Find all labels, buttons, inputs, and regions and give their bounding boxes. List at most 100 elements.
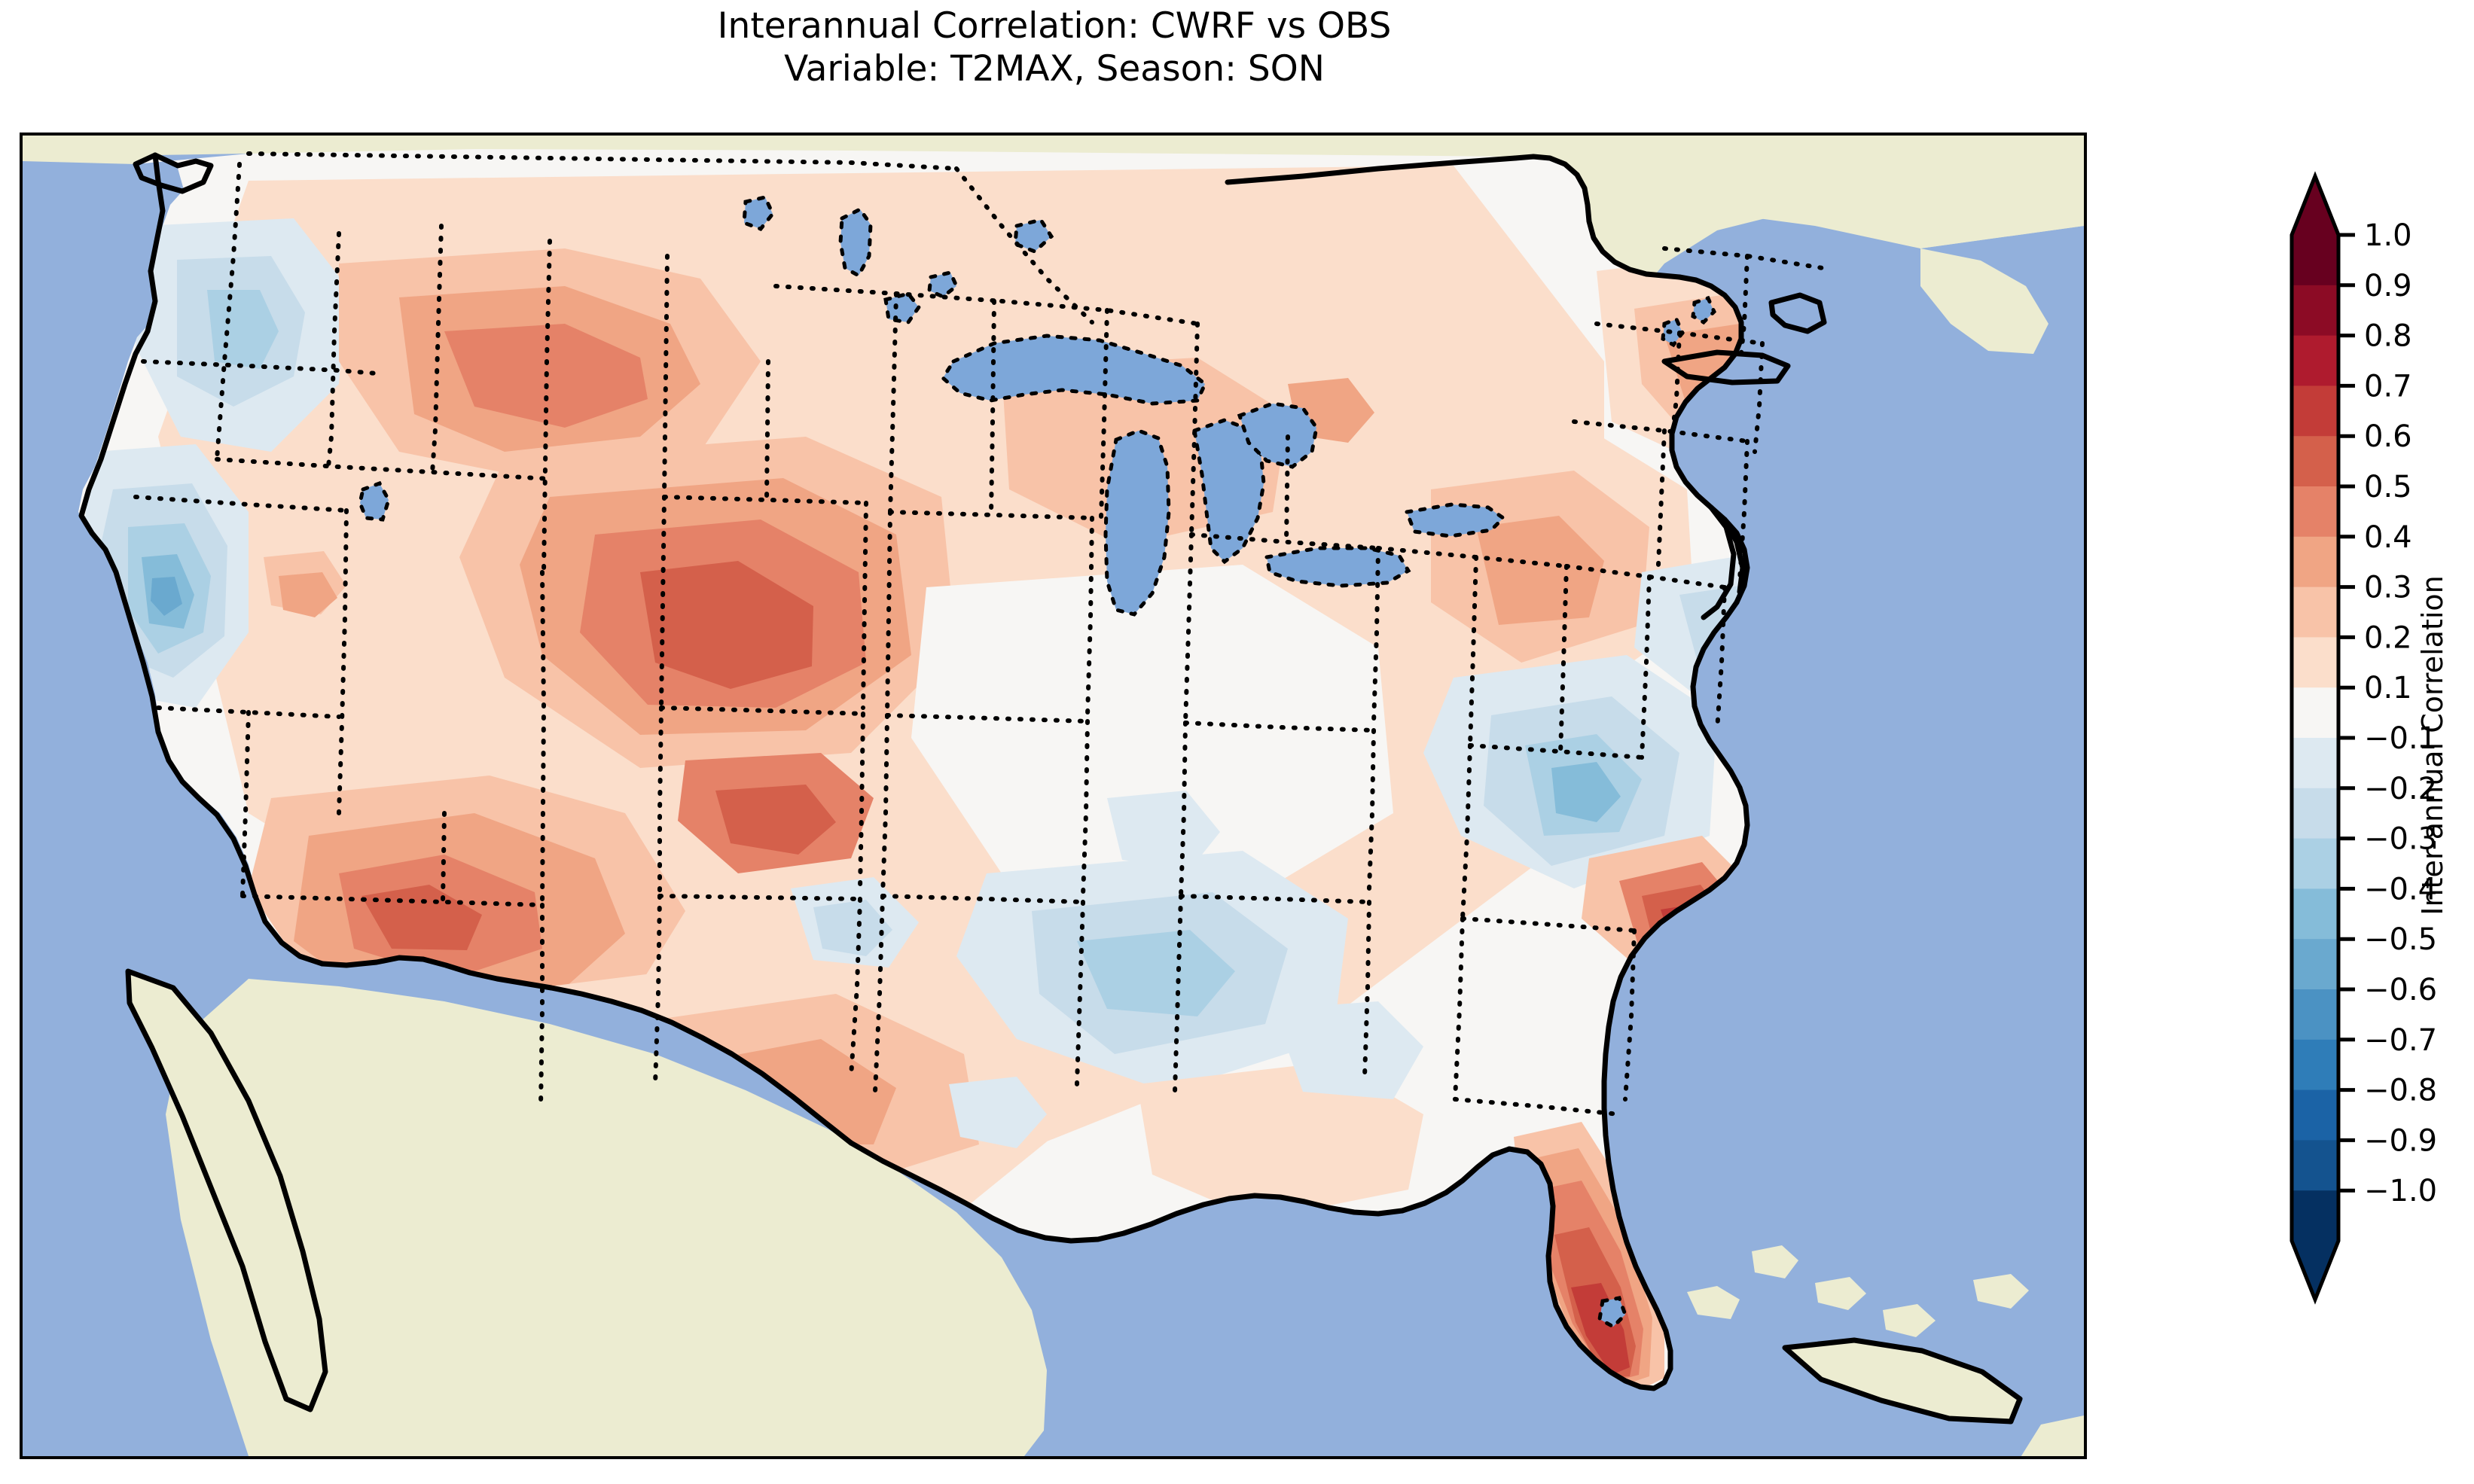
colorbar-band xyxy=(2292,587,2338,638)
colorbar-tick-label: 0.1 xyxy=(2364,671,2412,705)
state-border-line xyxy=(880,894,1085,904)
lake-polygon xyxy=(927,270,959,299)
colorbar-band xyxy=(2292,1190,2338,1242)
figure-title: Interannual Correlation: CWRF vs OBS Var… xyxy=(0,5,2109,91)
state-border-line xyxy=(1362,900,1371,1079)
state-border-line xyxy=(1737,439,1749,582)
correlation-map xyxy=(23,136,2084,1456)
colorbar-outline xyxy=(2289,171,2341,1305)
state-border-line xyxy=(215,457,552,481)
coastline-path xyxy=(1657,599,1750,926)
state-border-line xyxy=(989,299,996,517)
colorbar-band xyxy=(2292,1140,2338,1191)
coastline-path xyxy=(1225,155,1518,185)
state-border-line xyxy=(858,712,865,891)
state-border-line xyxy=(1468,743,1644,760)
state-border-line xyxy=(1179,894,1371,904)
colorbar-band xyxy=(2292,838,2338,889)
state-border-line xyxy=(657,705,663,898)
coastline-path xyxy=(319,955,854,1146)
state-border-line xyxy=(1460,916,1637,933)
colorbar-tick-label: −0.5 xyxy=(2364,922,2437,957)
colorbar-tick-label: −0.6 xyxy=(2364,973,2437,1007)
state-border-line xyxy=(1371,546,1380,725)
foreign-land-polygon xyxy=(1687,1286,1740,1319)
state-border-line xyxy=(1739,254,1749,356)
colorbar-tick-label: 0.8 xyxy=(2364,319,2412,354)
colorbar-band xyxy=(2292,989,2338,1041)
correlation-contour-patch xyxy=(151,577,182,616)
colorbar-band xyxy=(2292,385,2338,437)
title-line-1: Interannual Correlation: CWRF vs OBS xyxy=(717,5,1392,47)
correlation-contour-patch xyxy=(813,900,892,956)
correlation-contour-patch xyxy=(911,565,1393,904)
colorbar-tick-label: 0.2 xyxy=(2364,620,2412,655)
state-border-line xyxy=(1081,719,1090,898)
foreign-land-polygon xyxy=(2021,1415,2084,1456)
colorbar-tick-label: −0.8 xyxy=(2364,1074,2437,1108)
foreign-land-polygon xyxy=(1883,1304,1936,1337)
correlation-contour-patch xyxy=(279,572,337,617)
correlation-contour-patch xyxy=(1551,762,1621,822)
colorbar-tick-label: −0.4 xyxy=(2364,872,2437,907)
state-border-line xyxy=(1284,434,1290,544)
colorbar-band xyxy=(2292,788,2338,840)
state-border-line xyxy=(659,705,865,716)
state-border-line xyxy=(873,894,885,1094)
colorbar-tick-label: 0.5 xyxy=(2364,470,2412,504)
state-border-line xyxy=(215,162,242,462)
colorbar-tick-label: 0.9 xyxy=(2364,269,2412,303)
foreign-land-polygon xyxy=(166,979,1047,1456)
state-border-line xyxy=(1189,532,1380,550)
lake-polygon xyxy=(838,206,873,279)
state-border-line xyxy=(861,501,868,710)
state-border-line xyxy=(441,811,447,904)
correlation-contour-patch xyxy=(1137,1062,1423,1220)
correlation-contour-patch xyxy=(1571,1283,1630,1375)
colorbar: 1.0 0.9 0.8 0.7 0.6 0.5 0.4 0.3 0.2 0.1 −0.1 −0.2 −0… xyxy=(2289,171,2449,1305)
state-border-line xyxy=(1460,743,1472,921)
colorbar-band xyxy=(2292,436,2338,487)
state-border-line xyxy=(888,510,1094,520)
lake-polygon xyxy=(883,291,922,325)
colorbar-band xyxy=(2292,637,2338,688)
colorbar-band xyxy=(2292,738,2338,789)
colorbar-tick-label: −0.2 xyxy=(2364,772,2437,806)
state-border-line xyxy=(885,510,892,718)
state-border-line xyxy=(326,231,341,469)
state-border-line xyxy=(662,254,670,499)
state-border-line xyxy=(999,299,1200,326)
state-border-line xyxy=(1085,516,1094,718)
colorbar-band xyxy=(2292,939,2338,990)
correlation-contour-patch xyxy=(640,561,813,689)
state-border-line xyxy=(653,894,662,1086)
state-border-line xyxy=(764,359,770,502)
foreign-land-polygon xyxy=(1752,1245,1798,1278)
state-border-line xyxy=(240,710,251,898)
correlation-contour-patch xyxy=(207,290,279,369)
foreign-land-polygon xyxy=(1973,1274,2029,1309)
state-border-line xyxy=(1623,928,1637,1102)
state-border-line xyxy=(1367,728,1376,891)
colorbar-band xyxy=(2292,235,2338,286)
colorbar-tick-label: 0.3 xyxy=(2364,571,2412,605)
lake-polygon xyxy=(742,195,775,231)
colorbar-tick-label: 0.7 xyxy=(2364,369,2412,404)
foreign-land-polygon xyxy=(1815,1277,1866,1310)
coastline-path xyxy=(1768,292,1827,334)
state-border-line xyxy=(1656,428,1667,567)
colorbar-tick-label: −0.1 xyxy=(2364,721,2437,756)
coastline-path xyxy=(1506,920,1673,1391)
colorbar-ticks: 1.0 0.9 0.8 0.7 0.6 0.5 0.4 0.3 0.2 0.1 −0.1 −0.2 −0… xyxy=(2338,218,2437,1208)
state-border-line xyxy=(880,713,889,898)
lake-polygon xyxy=(1661,316,1685,348)
state-border-line xyxy=(888,291,898,514)
correlation-contour-patch xyxy=(1476,516,1604,625)
lake-polygon xyxy=(1691,295,1716,325)
state-border-line xyxy=(541,239,552,574)
state-border-line xyxy=(1468,555,1478,748)
lake-polygon xyxy=(1404,502,1506,538)
colorbar-extend-bottom xyxy=(2292,1241,2338,1300)
colorbar-panel: 1.0 0.9 0.8 0.7 0.6 0.5 0.4 0.3 0.2 0.1 −0.1 −0.2 −0… xyxy=(2256,105,2474,1385)
